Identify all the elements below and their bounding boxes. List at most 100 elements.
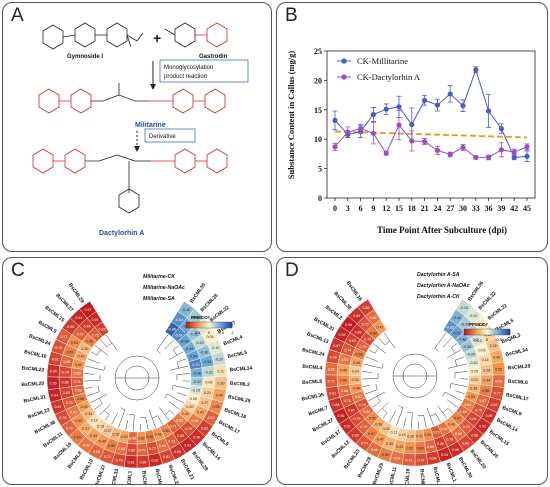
cell-value: 0.74 bbox=[74, 380, 81, 384]
legend-tick: 0 bbox=[486, 337, 489, 342]
cell-value: 0.71 bbox=[60, 335, 67, 339]
legend: CK-Millitarine CK-Dactylorhin A bbox=[337, 56, 421, 82]
cell-value: 0.75 bbox=[475, 408, 482, 412]
track-label: Dactylorhin A-NaOAc bbox=[417, 283, 470, 289]
cell-value: 0.82 bbox=[99, 328, 106, 332]
plus-sign: + bbox=[153, 30, 161, 46]
x-tick-label: 0 bbox=[333, 204, 337, 213]
gene-label: BsCML4 bbox=[223, 334, 244, 347]
cell-value: 0.72 bbox=[463, 425, 470, 429]
cell-value: 0.31 bbox=[85, 412, 92, 416]
cell-value: 0.52 bbox=[138, 436, 145, 440]
cell-value: 0.84 bbox=[430, 457, 437, 461]
data-point bbox=[332, 144, 338, 150]
cell-value: 0.57 bbox=[454, 417, 461, 421]
gene-label: BsCML18 bbox=[432, 466, 443, 484]
gene-label: BsCML17 bbox=[505, 392, 529, 403]
cell-value: 0.43 bbox=[121, 435, 128, 439]
track-label: Dactylorhin A-SA bbox=[417, 272, 460, 278]
heatmap-cells: -0.86-0.64-0.42-0.67-0.50-0.30-0.54-0.32… bbox=[46, 300, 228, 469]
panel-a: A Gymnoside I + Gastrodin bbox=[2, 2, 272, 252]
cell-value: -0.20 bbox=[215, 357, 223, 361]
gene-label: BsCML33 bbox=[110, 468, 121, 484]
cell-value: 0.79 bbox=[364, 338, 371, 342]
heatmap-cells: -0.62-0.44-0.20-0.55-0.30-0.10-0.41-0.27… bbox=[324, 298, 506, 467]
y-tick-label: 20 bbox=[314, 76, 322, 85]
cell-value: 0.86 bbox=[471, 434, 478, 438]
cell-value: 0.60 bbox=[146, 435, 153, 439]
cell-value: 0.05 bbox=[190, 397, 197, 401]
cell-value: -0.86 bbox=[168, 328, 176, 332]
cell-value: 0.64 bbox=[455, 432, 462, 436]
cell-value: -0.32 bbox=[190, 332, 198, 336]
cell-value: -0.70 bbox=[191, 363, 199, 367]
cell-value: 0.70 bbox=[139, 448, 146, 452]
data-point bbox=[511, 149, 517, 155]
reaction-label-line1: Monoglycosylation bbox=[164, 65, 213, 71]
gene-label: BsCML28 bbox=[357, 456, 373, 479]
gene-label: BsCML22 bbox=[21, 366, 44, 374]
cell-value: 0.42 bbox=[197, 410, 204, 414]
gene-label: BsCML26 bbox=[479, 439, 500, 459]
cell-value: 0.70 bbox=[66, 426, 73, 430]
cell-value: 0.48 bbox=[155, 433, 162, 437]
gene-label: BsCML10 bbox=[418, 469, 426, 484]
y-tick-label: 15 bbox=[314, 106, 322, 115]
cell-value: 0.82 bbox=[363, 306, 370, 310]
series-line bbox=[334, 124, 528, 158]
color-legend: PPMCC# 1 0.5 0 -0.5 -1 bbox=[463, 322, 513, 342]
gene-label: BsCML27 bbox=[54, 293, 74, 314]
cell-value: 0.11 bbox=[390, 431, 397, 435]
cell-value: 0.20 bbox=[186, 405, 193, 409]
gene-label: BsCML31 bbox=[313, 316, 336, 333]
cell-value: 0.40 bbox=[182, 412, 189, 416]
cell-value: 0.18 bbox=[97, 424, 104, 428]
cell-value: 0.75 bbox=[362, 323, 369, 327]
cell-value: 0.69 bbox=[75, 389, 82, 393]
cell-value: 0.90 bbox=[193, 436, 200, 440]
cell-value: 0.86 bbox=[140, 460, 147, 464]
x-tick-label: 39 bbox=[497, 204, 505, 213]
cell-value: 0.85 bbox=[437, 442, 444, 446]
cell-value: 0.55 bbox=[369, 417, 376, 421]
cell-value: 0.57 bbox=[368, 432, 375, 436]
cell-value: 0.60 bbox=[417, 446, 424, 450]
data-point bbox=[498, 147, 504, 153]
gene-label: BsCML29 bbox=[507, 363, 530, 371]
cell-value: 0.89 bbox=[486, 414, 493, 418]
cell-value: 0.65 bbox=[370, 316, 377, 320]
gene-label: BsCML19 bbox=[404, 468, 412, 484]
cell-value: 0.30 bbox=[81, 347, 88, 351]
panel-b: B 0 5 10 15 20 25 0 3 6 9 12 15 18 21 24 27 30 33 36 39 42 45… bbox=[276, 2, 548, 252]
gene-label: BsCML15 bbox=[488, 429, 510, 447]
gene-label: BsCML24 bbox=[28, 333, 52, 347]
cell-value: 0.87 bbox=[333, 344, 340, 348]
gene-label: BsCML7 bbox=[308, 405, 329, 418]
cell-value: 0.28 bbox=[490, 344, 497, 348]
cell-value: 0.83 bbox=[490, 403, 497, 407]
circular-heatmap-d: -0.62-0.44-0.20-0.55-0.30-0.10-0.41-0.27… bbox=[301, 272, 531, 484]
cell-value: 0.62 bbox=[176, 419, 183, 423]
cell-value: 0.44 bbox=[216, 393, 223, 397]
gene-label: BsCML6 bbox=[508, 379, 529, 386]
gene-label: BsCML32 bbox=[478, 291, 498, 312]
legend-tick: 0.5 bbox=[473, 337, 479, 342]
cell-value: 0.72 bbox=[168, 440, 175, 444]
gene-label: BsCML30 bbox=[457, 456, 473, 479]
panel-letter-d: D bbox=[285, 260, 299, 281]
cell-value: 0.96 bbox=[345, 323, 352, 327]
cell-value: 0.09 bbox=[205, 381, 212, 385]
gene-label: BsCML37 bbox=[94, 464, 108, 484]
gene-label: BsCML15 bbox=[44, 305, 66, 324]
cell-value: 0.40 bbox=[78, 355, 85, 359]
gene-label: BsCML20 bbox=[21, 381, 44, 388]
gene-label: BsCML28 bbox=[190, 451, 209, 473]
cell-value: 0.81 bbox=[329, 391, 336, 395]
x-tick-label: 33 bbox=[472, 204, 480, 213]
cell-value: -0.41 bbox=[458, 338, 466, 342]
cell-value: 0.97 bbox=[85, 308, 92, 312]
cell-value: 0.73 bbox=[433, 431, 440, 435]
cell-value: 0.52 bbox=[424, 433, 431, 437]
cell-value: 0.89 bbox=[353, 314, 360, 318]
cell-value: -0.20 bbox=[195, 341, 203, 345]
